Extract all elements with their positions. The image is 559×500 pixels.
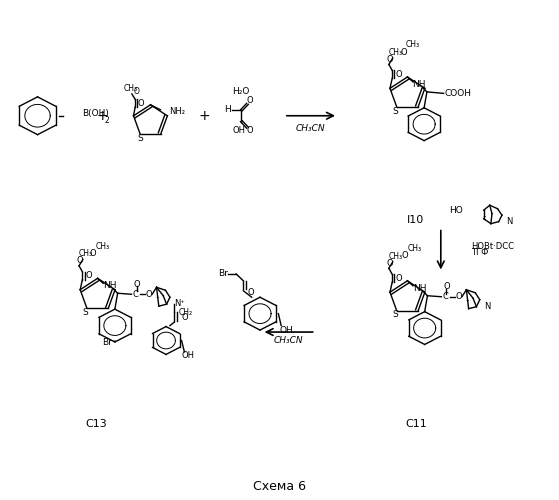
- Text: O: O: [134, 88, 139, 96]
- Text: O: O: [395, 274, 401, 282]
- Text: O: O: [133, 280, 140, 289]
- Text: OH: OH: [280, 326, 293, 335]
- Text: CH₃CN: CH₃CN: [273, 336, 303, 345]
- Text: ..: ..: [482, 212, 487, 218]
- Text: +: +: [198, 109, 210, 122]
- Text: O: O: [401, 252, 408, 260]
- Text: +: +: [97, 109, 108, 122]
- Text: CH₃: CH₃: [408, 244, 421, 253]
- Text: O: O: [247, 288, 254, 298]
- Text: 2: 2: [105, 116, 110, 124]
- Text: S: S: [82, 308, 88, 317]
- Text: O: O: [387, 55, 394, 64]
- Text: S: S: [137, 134, 143, 142]
- Text: O: O: [247, 96, 253, 106]
- Text: O: O: [90, 249, 97, 258]
- Text: O: O: [247, 126, 253, 134]
- Text: NH: NH: [413, 80, 426, 89]
- Text: O: O: [443, 282, 449, 292]
- Text: Br: Br: [219, 270, 228, 278]
- Text: CH₃: CH₃: [79, 250, 93, 258]
- Text: C13: C13: [85, 419, 107, 429]
- Text: ..: ..: [155, 293, 160, 299]
- Text: O: O: [138, 99, 144, 108]
- Text: C: C: [442, 292, 448, 301]
- Text: N⁺: N⁺: [174, 298, 185, 308]
- Text: HO: HO: [449, 206, 463, 214]
- Text: CH₃: CH₃: [389, 48, 402, 57]
- Text: HOBt·DCC: HOBt·DCC: [471, 242, 514, 250]
- Text: O: O: [181, 312, 188, 322]
- Text: C: C: [132, 290, 139, 299]
- Text: Схема 6: Схема 6: [253, 480, 306, 492]
- Text: H₂O: H₂O: [232, 88, 249, 96]
- Text: NH: NH: [413, 284, 427, 293]
- Text: COOH: COOH: [444, 89, 472, 98]
- Text: CH₃: CH₃: [96, 242, 110, 250]
- Text: N: N: [506, 217, 513, 226]
- Text: Br⁻: Br⁻: [102, 338, 117, 347]
- Text: O: O: [145, 290, 152, 299]
- Text: OH: OH: [233, 126, 246, 135]
- Text: CH₃CN: CH₃CN: [296, 124, 325, 133]
- Text: C11: C11: [405, 419, 427, 429]
- Text: CH₃: CH₃: [389, 252, 402, 261]
- Text: N: N: [484, 302, 491, 311]
- Text: O: O: [400, 48, 407, 56]
- Text: CH₂: CH₂: [179, 308, 193, 316]
- Text: NH: NH: [103, 282, 117, 290]
- Text: CH₃: CH₃: [124, 84, 138, 93]
- Text: B(OH): B(OH): [82, 110, 109, 118]
- Text: S: S: [392, 106, 398, 116]
- Text: ТГФ: ТГФ: [471, 248, 489, 258]
- Text: CH₃: CH₃: [406, 40, 420, 49]
- Text: S: S: [392, 310, 398, 320]
- Text: OH: OH: [182, 351, 195, 360]
- Text: H: H: [224, 106, 230, 114]
- Text: O: O: [455, 292, 462, 301]
- Text: O: O: [85, 272, 92, 280]
- Text: O: O: [395, 70, 401, 79]
- Text: O: O: [387, 259, 394, 268]
- Text: NH₂: NH₂: [169, 108, 185, 116]
- Text: ..: ..: [465, 296, 470, 302]
- Text: I10: I10: [407, 215, 424, 225]
- Text: O: O: [77, 256, 83, 266]
